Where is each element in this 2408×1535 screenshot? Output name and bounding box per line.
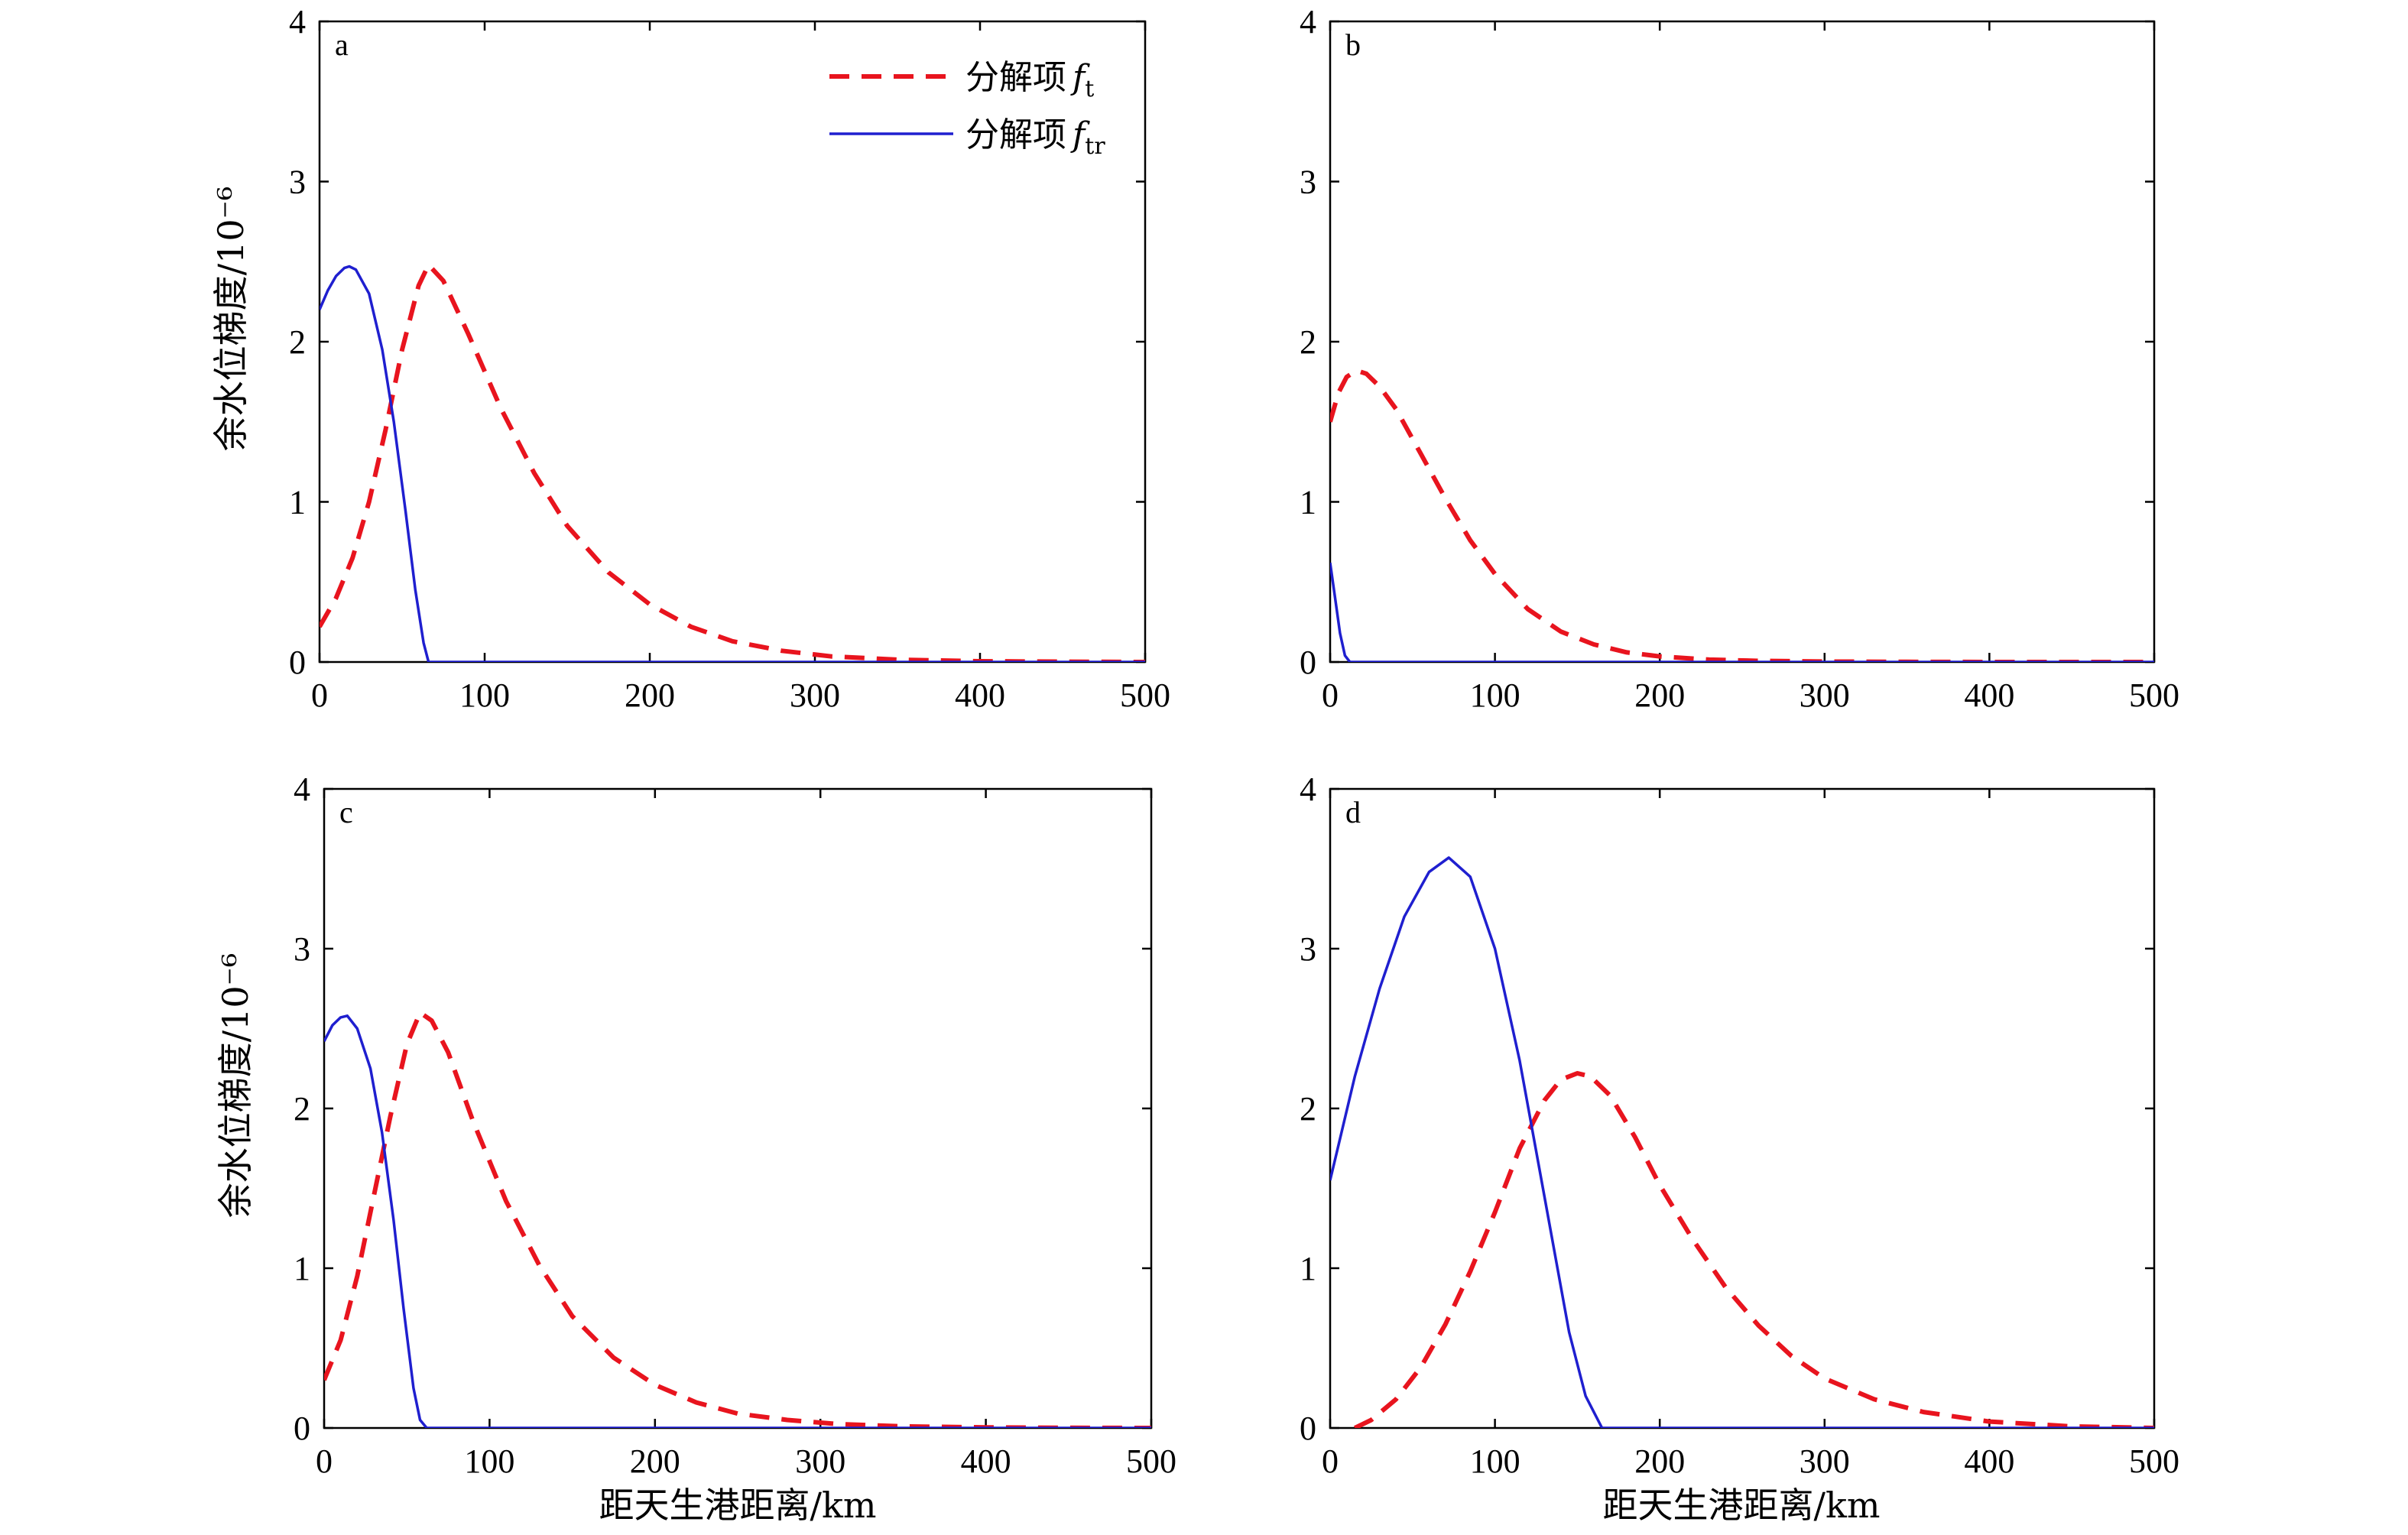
x-tick-label: 400 [961,1443,1011,1480]
legend-subscript: tr [1085,133,1105,160]
y-tick-label: 4 [289,3,306,41]
legend-label-text: 分解项 [965,115,1066,154]
x-tick-label: 100 [1470,677,1520,714]
y-axis-title: 余水位梯度/10⁻⁶ [215,953,256,1219]
series-line-ft [1330,368,2154,662]
y-tick-label: 3 [294,930,310,968]
x-tick-label: 500 [2129,677,2179,714]
y-tick-label: 2 [294,1090,310,1128]
plot-frame [1329,20,2156,664]
legend-subscript: t [1085,76,1094,102]
series-line-ftr [1330,856,2154,1428]
x-tick-label: 200 [1634,1443,1685,1480]
x-tick-label: 300 [1800,1443,1850,1480]
y-tick-label: 0 [1300,1410,1316,1447]
y-tick-label: 3 [1300,930,1316,968]
y-tick-label: 1 [289,484,306,521]
panel-b: 0 100 200 300 400 500 0 1 2 3 4b [1300,3,2179,714]
y-tick-label: 0 [1300,644,1316,681]
y-tick-label: 2 [1300,1090,1316,1128]
legend: 分解项 ft 分解项 ftr [829,58,1105,160]
x-tick-label: 300 [795,1443,845,1480]
series-line-ftr [1330,562,2154,662]
panel-c: 0 100 200 300 400 500 0 1 2 3 4c 余水位梯度/10⁻⁶ [215,771,1176,1480]
series-line-ftr [320,264,1145,662]
y-tick-label: 3 [1300,164,1316,201]
legend-label-ft: 分解项 ft [965,58,1094,102]
series-line-ft [1353,1071,2154,1428]
x-tick-label: 0 [316,1443,333,1480]
x-tick-label: 500 [1126,1443,1176,1480]
x-tick-label: 100 [1470,1443,1520,1480]
y-tick-label: 4 [294,771,310,808]
panel-letter: c [339,795,353,829]
y-tick-label: 0 [289,644,306,681]
panel-letter: d [1345,795,1361,829]
x-tick-label: 300 [1800,677,1850,714]
x-tick-label: 0 [311,677,328,714]
x-tick-label: 400 [1964,677,2014,714]
x-tick-label: 300 [790,677,840,714]
panel-d: 0 100 200 300 400 500 0 1 2 3 4d [1300,771,2179,1480]
x-tick-label: 400 [955,677,1005,714]
plot-frame [323,787,1153,1430]
panel-letter: b [1345,28,1361,62]
panel-a: 0 100 200 300 400 500 0 1 2 3 4a 余水位梯度/10⁻⁶ [210,3,1170,714]
y-tick-label: 1 [294,1250,310,1287]
y-tick-label: 3 [289,164,306,201]
y-tick-label: 2 [289,323,306,361]
x-axis-title-left: 距天生港距离/km [599,1485,877,1526]
legend-label-ftr: 分解项 ftr [965,115,1105,160]
x-tick-label: 200 [1634,677,1685,714]
series-line-ft [324,1010,1151,1428]
y-tick-label: 0 [294,1410,310,1447]
x-tick-label: 0 [1322,677,1339,714]
panel-letter: a [335,28,349,62]
y-tick-label: 4 [1300,3,1316,41]
x-tick-label: 200 [625,677,675,714]
y-axis-title: 余水位梯度/10⁻⁶ [210,187,252,452]
y-tick-label: 2 [1300,323,1316,361]
x-axis-title: 距天生港距离/km [1603,1485,1881,1526]
y-tick-label: 1 [1300,484,1316,521]
x-tick-label: 100 [459,677,510,714]
x-tick-label: 0 [1322,1443,1339,1480]
y-tick-label: 1 [1300,1250,1316,1287]
x-tick-label: 100 [464,1443,514,1480]
legend-label-text: 分解项 [965,58,1066,97]
series-line-ft [320,262,1145,662]
x-tick-label: 500 [1120,677,1170,714]
x-tick-label: 200 [630,1443,680,1480]
series-line-ftr [324,1014,1151,1428]
plot-frame [1329,787,2156,1430]
x-tick-label: 500 [2129,1443,2179,1480]
x-tick-label: 400 [1964,1443,2014,1480]
y-tick-label: 4 [1300,771,1316,808]
